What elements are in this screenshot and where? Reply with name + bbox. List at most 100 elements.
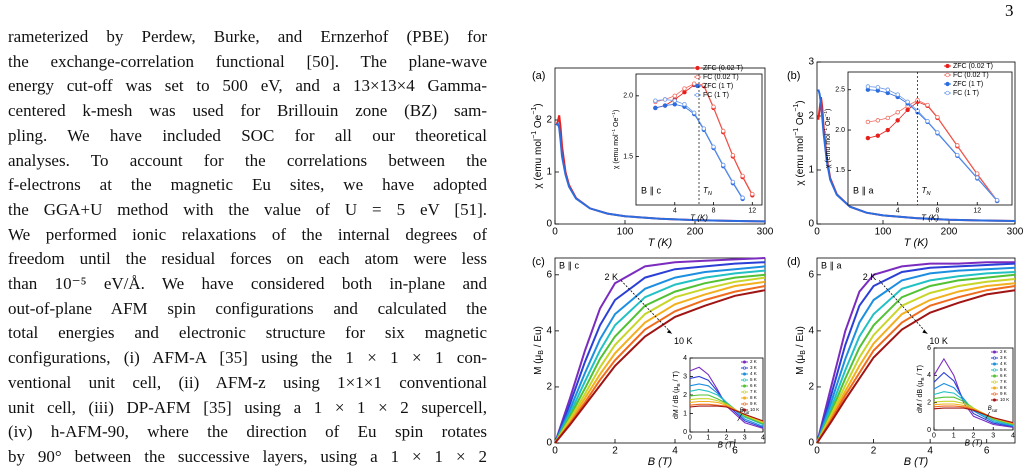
data-line: [933, 357, 1014, 428]
data-point: [925, 118, 930, 124]
x-tick-label: 2: [725, 434, 729, 441]
data-point: [662, 103, 668, 108]
y-tick-label: 4: [683, 355, 687, 362]
bsat-label-part: sat: [744, 410, 750, 415]
legend-marker: [945, 72, 950, 78]
legend-marker: [742, 378, 747, 382]
y-axis-label-part: χ (emu mol: [613, 134, 620, 169]
y-tick-label: 0: [927, 427, 931, 434]
y-tick-label: 6: [808, 269, 814, 280]
y-tick-label: 4: [808, 326, 814, 337]
data-line: [554, 257, 766, 444]
x-tick-label: 4: [927, 446, 933, 457]
text-line: freedom until the residual forces on eac…: [8, 249, 487, 269]
y-tick-label: 0: [683, 429, 687, 436]
panel-label: (b): [787, 70, 800, 82]
y-axis-label-part: B: [538, 350, 545, 355]
data-point: [875, 85, 881, 90]
y-tick-label: 6: [546, 269, 552, 280]
data-point: [905, 107, 910, 113]
panel-label: (a): [532, 70, 545, 82]
y-axis-label-part: −1: [611, 112, 617, 118]
legend-label: 8 K: [750, 395, 757, 400]
y-tick-label: 1: [683, 410, 687, 417]
text-line: analyses. To account for the correlation…: [8, 150, 487, 170]
legend-label: ZFC (1 T): [703, 83, 733, 90]
legend-label: FC (1 T): [703, 92, 729, 99]
legend-label: 9 K: [1000, 391, 1007, 396]
data-point: [691, 81, 697, 86]
data-point: [885, 127, 890, 133]
bsat-arrow: [985, 411, 990, 420]
legend-marker: [945, 63, 950, 69]
y-axis-label-part: / T): [917, 365, 924, 377]
text-line: than 10⁻⁵ eV/Å. We have considered both …: [8, 274, 487, 293]
legend-label: ZFC (0.02 T): [953, 63, 993, 70]
arrow-start-label: 2 K: [863, 272, 877, 282]
y-axis-label-part: Oe: [533, 114, 544, 131]
data-point: [672, 102, 677, 107]
text-line: total energies and electronic structure …: [8, 323, 487, 343]
data-line: [554, 289, 766, 444]
y-axis-label-part: / Eu): [795, 326, 806, 350]
y-axis-label-part: B: [800, 350, 807, 355]
data-point: [721, 162, 726, 168]
text-line: centered k-mesh was used for Brillouin z…: [8, 101, 487, 121]
y-tick-label: 2: [683, 392, 687, 399]
y-axis-label-part: −1: [531, 131, 538, 139]
y-tick-label: 2: [808, 111, 814, 122]
arrow-head: [667, 329, 672, 334]
data-point: [885, 87, 890, 92]
x-tick-label: 0: [688, 434, 692, 441]
data-line: [816, 285, 1016, 444]
bsat-arrow: [737, 413, 742, 422]
data-line: [554, 285, 766, 444]
legend-marker: [992, 398, 997, 402]
legend-label: ZFC (0.02 T): [703, 65, 743, 72]
legend-marker: [992, 350, 997, 354]
legend-label: 4 K: [1000, 361, 1007, 366]
data-line: [555, 121, 766, 223]
legend-marker: [992, 392, 997, 396]
data-point: [895, 110, 900, 115]
legend-label: FC (1 T): [953, 90, 979, 97]
orientation-label: B ∥ a: [821, 260, 842, 270]
data-line: [816, 261, 1015, 444]
legend-label: ZFC (1 T): [953, 81, 983, 88]
x-tick-label: 4: [1011, 432, 1015, 439]
data-line: [933, 382, 1014, 427]
x-tick-label: 300: [757, 227, 774, 238]
y-tick-label: 1: [808, 165, 814, 176]
legend-label: 3 K: [1000, 355, 1007, 360]
page-number: 3: [1005, 1, 1014, 20]
legend-label: 6 K: [750, 383, 757, 388]
x-axis-label: T (K): [921, 213, 939, 222]
data-line: [689, 398, 764, 424]
text-line: We performed ionic relaxations of the in…: [8, 224, 487, 244]
x-tick-label: 2: [612, 446, 618, 457]
legend-label: FC (0.02 T): [953, 72, 989, 79]
arrow-start-label: 2 K: [604, 272, 618, 282]
data-line: [816, 289, 1016, 444]
y-axis-label-part: / Eu): [533, 326, 544, 350]
text-line: out-of-plane AFM spin configurations and…: [8, 298, 487, 318]
data-point: [682, 102, 687, 107]
bsat-label-part: B: [740, 408, 744, 414]
data-point: [955, 143, 960, 148]
x-tick-label: 200: [687, 227, 704, 238]
data-line: [655, 99, 743, 198]
bsat-label-part: sat: [992, 408, 998, 413]
legend-label: 2 K: [1000, 349, 1007, 354]
y-axis-label-part: ): [825, 109, 832, 111]
data-line: [816, 271, 1016, 444]
x-tick-label: 6: [984, 446, 990, 457]
y-tick-label: 6: [927, 345, 931, 352]
y-axis-label: dM / dB (μB / T): [673, 371, 682, 419]
y-axis-label-part: χ (emu mol: [825, 133, 832, 168]
x-tick-label: 0: [814, 227, 820, 238]
y-axis-label-part: χ (emu mol: [795, 136, 806, 186]
y-tick-label: 0: [808, 219, 814, 230]
text-line: the GGA+U method with the value of U = 5…: [8, 199, 487, 219]
data-point: [682, 89, 687, 95]
